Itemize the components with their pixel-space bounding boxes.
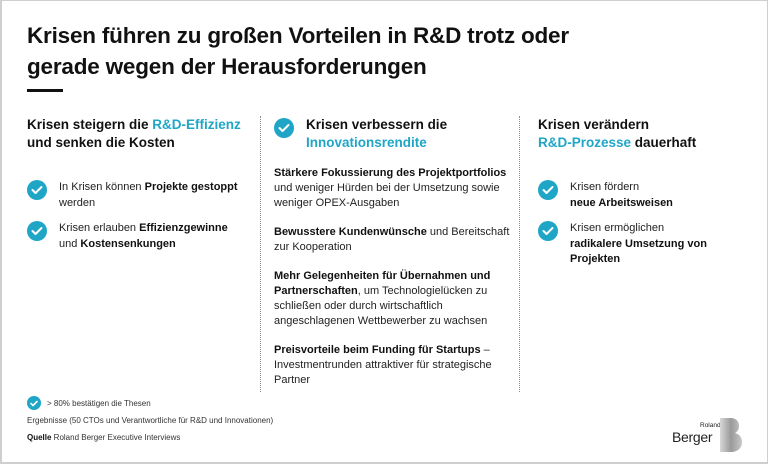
- column-divider: [519, 116, 520, 392]
- paragraph: Mehr Gelegenheiten für Übernahmen und Pa…: [274, 270, 491, 327]
- logo-b-icon: [720, 418, 742, 452]
- title-highlight: R&D-Effizienz: [152, 117, 241, 132]
- list-item: Krisen erlauben Effizienzgewinne und Kost…: [27, 221, 257, 252]
- column-efficiency: Krisen steigern die R&D-Effizienz und se…: [27, 116, 257, 262]
- footnote: Ergebnisse (50 CTOs und Verantwortliche …: [27, 416, 274, 425]
- source-note: Quelle Roland Berger Executive Interview…: [27, 433, 181, 442]
- roland-berger-logo: Roland Berger: [672, 418, 746, 452]
- item-text: Krisen erlauben Effizienzgewinne und Kost…: [59, 222, 228, 250]
- check-circle-icon: [274, 118, 294, 138]
- title-text: Krisen verbessern die: [306, 117, 448, 132]
- title-text: Krisen steigern die: [27, 117, 153, 132]
- check-circle-icon: [27, 221, 47, 241]
- legend: > 80% bestätigen die Thesen: [27, 396, 151, 410]
- list-item: In Krisen können Projekte gestoppt werden: [27, 180, 257, 211]
- title-highlight: R&D-Prozesse: [538, 135, 632, 150]
- title-text: dauerhaft: [631, 135, 697, 150]
- legend-text: > 80% bestätigen die Thesen: [47, 398, 151, 408]
- check-circle-icon: [538, 180, 558, 200]
- title-highlight: Innovationsrendite: [306, 135, 427, 150]
- column-innovation-return: Krisen verbessern die Innovationsrendite…: [274, 116, 514, 388]
- title-line-2: gerade wegen der Herausforderungen: [27, 54, 427, 79]
- item-text: In Krisen können Projekte gestoppt werden: [59, 181, 238, 209]
- column-divider: [260, 116, 261, 392]
- logo-text-roland: Roland: [700, 422, 721, 429]
- paragraph: Bewusstere Kundenwünsche und Bereitschaf…: [274, 226, 510, 253]
- column-title: Krisen steigern die R&D-Effizienz und se…: [27, 116, 257, 152]
- check-circle-icon: [538, 221, 558, 241]
- title-text: Krisen verändern: [538, 117, 650, 132]
- title-line-1: Krisen führen zu großen Vorteilen in R&D…: [27, 23, 569, 48]
- title-underline: [27, 89, 63, 92]
- paragraph: Stärkere Fokussierung des Projektportfol…: [274, 167, 507, 209]
- list-item: Krisen ermöglichen radikalere Umsetzung …: [538, 221, 748, 268]
- title-text: und senken die Kosten: [27, 135, 175, 150]
- paragraph: Preisvorteile beim Funding für Startups …: [274, 344, 492, 386]
- column-processes: Krisen verändern R&D-Prozesse dauerhaft …: [538, 116, 748, 278]
- column-title: Krisen verbessern die Innovationsrendite: [306, 116, 447, 152]
- item-text: Krisen ermöglichen radikalere Umsetzung …: [570, 222, 707, 265]
- column-title: Krisen verändern R&D-Prozesse dauerhaft: [538, 116, 748, 152]
- check-circle-icon: [27, 396, 41, 410]
- list-item: Krisen fördern neue Arbeitsweisen: [538, 180, 748, 211]
- check-circle-icon: [27, 180, 47, 200]
- logo-text-berger: Berger: [672, 429, 713, 445]
- page-title: Krisen führen zu großen Vorteilen in R&D…: [27, 20, 667, 82]
- item-text: Krisen fördern neue Arbeitsweisen: [570, 181, 673, 209]
